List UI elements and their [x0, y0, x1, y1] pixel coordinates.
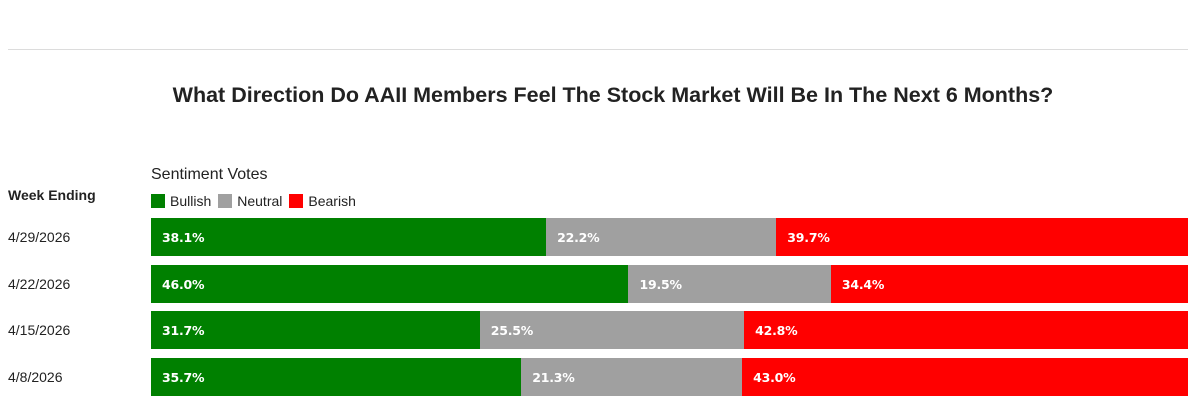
- bar-segment-bearish[interactable]: 39.7%: [776, 218, 1188, 256]
- bar-segment-neutral[interactable]: 21.3%: [521, 358, 743, 396]
- bar-segment-bullish[interactable]: 46.0%: [151, 265, 629, 303]
- data-label-bearish: 34.4%: [841, 276, 885, 292]
- top-divider: [8, 49, 1188, 50]
- legend-label-bullish: Bullish: [170, 193, 212, 209]
- legend-title: Sentiment Votes: [151, 166, 268, 183]
- bar-row: 38.1% 22.2% 39.7%: [151, 218, 1188, 256]
- legend-swatch-bullish: [151, 194, 165, 208]
- bar-segment-bullish[interactable]: 31.7%: [151, 311, 480, 349]
- legend-item-bearish[interactable]: Bearish: [289, 193, 356, 209]
- data-label-bullish: 35.7%: [162, 369, 205, 385]
- bar-segment-neutral[interactable]: 25.5%: [479, 311, 745, 349]
- data-label-bullish: 46.0%: [162, 276, 205, 292]
- legend-swatch-bearish: [289, 194, 304, 208]
- week-label: 4/22/2026: [8, 276, 71, 292]
- data-label-neutral: 25.5%: [490, 322, 534, 338]
- bar-segment-bearish[interactable]: 43.0%: [742, 358, 1188, 396]
- legend-item-neutral[interactable]: Neutral: [218, 193, 282, 209]
- bar-row: 31.7% 25.5% 42.8%: [151, 311, 1188, 349]
- bar-segment-bullish[interactable]: 35.7%: [151, 358, 522, 396]
- chart-title: What Direction Do AAII Members Feel The …: [172, 83, 1054, 107]
- data-label-neutral: 21.3%: [532, 369, 575, 385]
- legend-label-bearish: Bearish: [308, 193, 356, 209]
- legend-item-bullish[interactable]: Bullish: [151, 193, 211, 209]
- bar-row: 46.0% 19.5% 34.4%: [151, 265, 1188, 303]
- data-label-bearish: 39.7%: [787, 229, 830, 245]
- bar-segment-bearish[interactable]: 42.8%: [744, 311, 1188, 349]
- data-label-bearish: 43.0%: [753, 369, 796, 385]
- bar-segment-neutral[interactable]: 22.2%: [546, 218, 777, 256]
- legend: Bullish Neutral Bearish: [151, 193, 363, 209]
- bar-row: 35.7% 21.3% 43.0%: [151, 358, 1188, 396]
- data-label-bearish: 42.8%: [755, 322, 798, 338]
- bar-segment-bullish[interactable]: 38.1%: [151, 218, 547, 256]
- bar-segment-bearish[interactable]: 34.4%: [830, 265, 1188, 303]
- week-label: 4/8/2026: [8, 369, 63, 385]
- week-label: 4/29/2026: [8, 229, 71, 245]
- data-label-neutral: 22.2%: [557, 229, 600, 245]
- legend-label-neutral: Neutral: [237, 193, 283, 209]
- data-label-bullish: 38.1%: [162, 229, 205, 245]
- week-ending-header: Week Ending: [8, 187, 96, 203]
- data-label-neutral: 19.5%: [639, 276, 682, 292]
- data-label-bullish: 31.7%: [162, 322, 205, 338]
- legend-swatch-neutral: [218, 194, 233, 208]
- week-label: 4/15/2026: [8, 322, 71, 338]
- bar-segment-neutral[interactable]: 19.5%: [628, 265, 831, 303]
